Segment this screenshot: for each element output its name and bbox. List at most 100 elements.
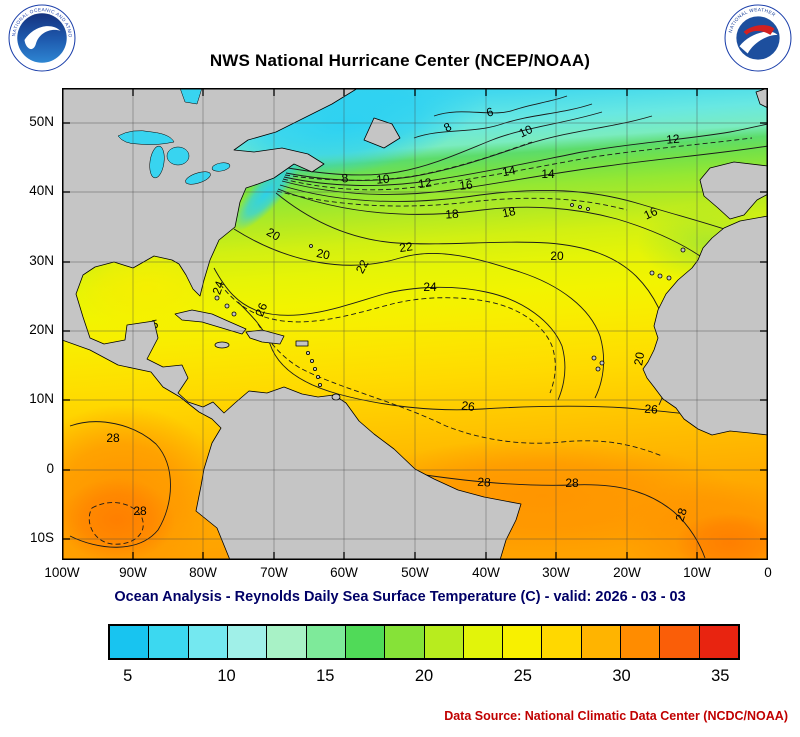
contour-label: 20 bbox=[315, 246, 331, 263]
contour-label: 12 bbox=[417, 175, 432, 191]
colorbar-cell bbox=[345, 626, 386, 658]
contour-label: 18 bbox=[445, 207, 460, 222]
land-puertorico bbox=[295, 340, 309, 347]
sst-map: 6810128101214141616181820202022222424265… bbox=[17, 69, 800, 582]
inland-water bbox=[117, 87, 231, 185]
land-trinidad bbox=[331, 393, 341, 401]
colorbar-tick-label: 5 bbox=[123, 667, 133, 685]
noaa-emblem-circle bbox=[17, 13, 67, 63]
contour-label: 12 bbox=[666, 132, 681, 147]
contour-label: 22 bbox=[398, 239, 413, 255]
land-bahamas bbox=[224, 303, 230, 309]
nws-swoosh-icon bbox=[739, 31, 778, 54]
land-bermuda bbox=[309, 244, 313, 248]
lon-label: 0 bbox=[764, 565, 772, 580]
lat-label: 0 bbox=[46, 461, 54, 476]
colorbar-tick-label: 35 bbox=[711, 667, 730, 685]
colorbar-cell bbox=[581, 626, 622, 658]
land-capeverde bbox=[595, 366, 601, 372]
lake-erie bbox=[185, 171, 211, 185]
land-cuba bbox=[174, 309, 247, 335]
colorbar-cell bbox=[463, 626, 504, 658]
land-jamaica bbox=[214, 341, 230, 349]
lon-label: 50W bbox=[401, 565, 429, 580]
nws-red-band-icon bbox=[743, 25, 775, 35]
lat-label: 20N bbox=[29, 322, 54, 337]
lon-label: 70W bbox=[260, 565, 288, 580]
warm-core-east-pacific bbox=[59, 478, 175, 562]
land-azores bbox=[586, 207, 590, 211]
lon-label: 20W bbox=[613, 565, 641, 580]
lat-label: 10N bbox=[29, 391, 54, 406]
contour-label: 28 bbox=[133, 504, 147, 518]
land-antilles bbox=[315, 374, 320, 379]
contour-label: 6 bbox=[485, 104, 495, 119]
land-canaries bbox=[657, 273, 663, 279]
lon-label: 90W bbox=[119, 565, 147, 580]
lat-label: 30N bbox=[29, 253, 54, 268]
land-azores bbox=[578, 205, 582, 209]
map-caption: Ocean Analysis - Reynolds Daily Sea Surf… bbox=[114, 589, 686, 605]
contour-label: 20 bbox=[264, 225, 283, 244]
contour-label: 28 bbox=[672, 506, 690, 523]
colorbar-tick-label: 20 bbox=[414, 667, 434, 685]
colorbar-cell bbox=[149, 626, 189, 658]
page-title: NWS National Hurricane Center (NCEP/NOAA… bbox=[209, 51, 591, 70]
lake-huron bbox=[166, 146, 190, 166]
nws-logo: NATIONAL WEATHER SERVICE bbox=[724, 4, 792, 72]
land-antilles bbox=[317, 382, 322, 387]
colorbar-cell bbox=[267, 626, 307, 658]
colorbar-cell bbox=[385, 626, 425, 658]
land-bahamas bbox=[231, 311, 237, 317]
warm-core-gulf-of-guinea bbox=[675, 513, 785, 573]
contour-label: 8 bbox=[341, 171, 349, 186]
contour-label: 28 bbox=[106, 431, 120, 445]
land-madeira bbox=[680, 247, 686, 253]
lat-label: 50N bbox=[29, 114, 54, 129]
land-canaries bbox=[649, 270, 655, 276]
sst-colorbar-ticks: 5 10 15 20 25 30 35 bbox=[108, 667, 740, 689]
land-capeverde bbox=[591, 355, 597, 361]
land-americas bbox=[61, 87, 522, 561]
cold-coastal-strip bbox=[232, 156, 300, 232]
contour-label: 24 bbox=[423, 280, 437, 294]
lake-ontario bbox=[211, 162, 231, 172]
lon-label: 60W bbox=[330, 565, 358, 580]
colorbar-tick-label: 10 bbox=[217, 667, 236, 685]
contour-label: 28 bbox=[565, 476, 579, 490]
colorbar-tick-label: 15 bbox=[316, 667, 335, 685]
land-antilles bbox=[305, 350, 310, 355]
contour-label: 20 bbox=[631, 351, 647, 367]
sst-colorbar bbox=[108, 624, 740, 660]
lat-label: 10S bbox=[29, 530, 54, 545]
graticule bbox=[62, 88, 768, 560]
land-azores bbox=[570, 203, 574, 207]
data-source: Data Source: National Climatic Data Cent… bbox=[444, 709, 788, 723]
land-newfoundland bbox=[363, 117, 401, 149]
contour-label: 26 bbox=[252, 301, 270, 319]
land-canaries bbox=[666, 275, 672, 281]
contour-label: 16 bbox=[459, 177, 474, 192]
map-frame bbox=[62, 88, 768, 560]
contour-label: 20 bbox=[550, 249, 564, 263]
contour-label: 10 bbox=[376, 172, 391, 187]
colorbar-cell bbox=[660, 626, 700, 658]
colorbar-tick-label: 25 bbox=[513, 667, 532, 685]
contour-label: 16 bbox=[642, 204, 660, 222]
land-africa bbox=[642, 215, 769, 436]
colorbar-cell bbox=[227, 626, 268, 658]
sst-map-svg: 6810128101214141616181820202022222424265… bbox=[17, 69, 800, 582]
colorbar-cell bbox=[188, 626, 228, 658]
lake-superior bbox=[117, 130, 175, 145]
contour-label: 14 bbox=[501, 163, 517, 179]
land-bahamas bbox=[214, 295, 220, 301]
contour-label: 10 bbox=[517, 122, 535, 140]
colorbar-cell bbox=[306, 626, 346, 658]
contour-label: 28 bbox=[477, 475, 492, 490]
noaa-logo: NATIONAL OCEANIC AND ATMOSPHERIC ADMINIS… bbox=[8, 4, 76, 72]
contour-label: 26 bbox=[461, 398, 476, 414]
colorbar-cell bbox=[699, 626, 738, 658]
lon-label: 100W bbox=[44, 565, 80, 580]
contour-label: 26 bbox=[644, 402, 659, 417]
